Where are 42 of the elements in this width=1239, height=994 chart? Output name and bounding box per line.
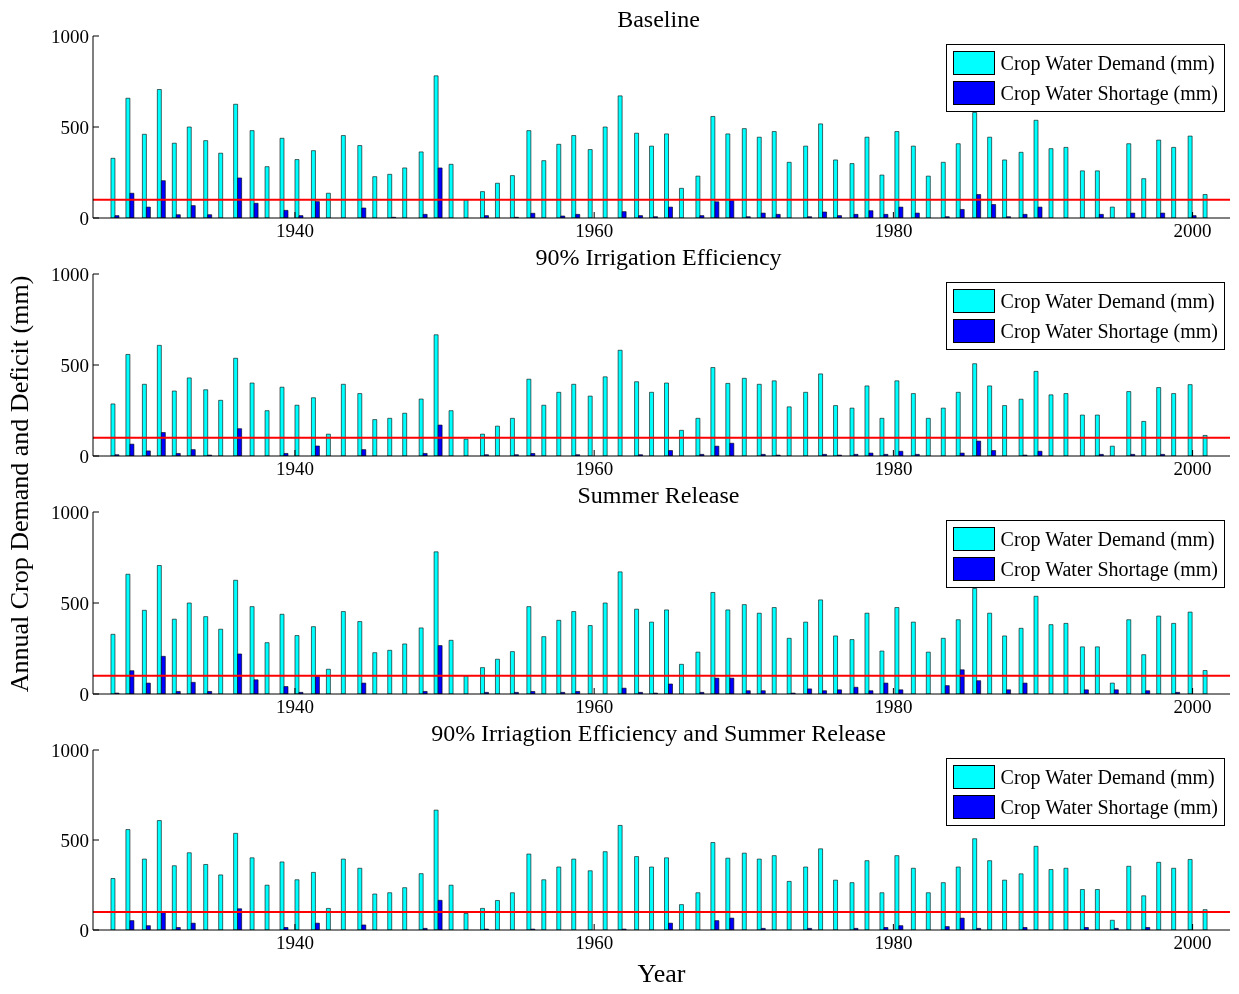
x-tick-label: 1940 <box>275 932 314 954</box>
legend-label: Crop Water Demand (mm) <box>1000 765 1215 791</box>
y-tick-label: 500 <box>60 829 89 851</box>
y-tick-label: 1000 <box>51 739 89 761</box>
x-tick-label: 1960 <box>575 696 614 718</box>
y-tick-label: 0 <box>79 683 89 705</box>
legend-label: Crop Water Demand (mm) <box>1000 51 1215 77</box>
chart-title: Baseline <box>617 6 700 32</box>
x-tick-label: 2000 <box>1173 932 1212 954</box>
x-tick-label: 2000 <box>1173 458 1212 480</box>
x-axis-title: Year <box>637 959 686 988</box>
x-tick-label: 1960 <box>575 932 614 954</box>
x-tick-label: 1960 <box>575 458 614 480</box>
chart-title: 90% Irrigation Efficiency <box>535 244 782 270</box>
x-tick-label: 1980 <box>874 696 913 718</box>
x-tick-label: 1980 <box>874 220 913 242</box>
legend-label: Crop Water Shortage (mm) <box>1000 557 1218 583</box>
y-tick-label: 500 <box>60 116 89 138</box>
legend-label: Crop Water Shortage (mm) <box>1000 81 1218 107</box>
y-tick-label: 500 <box>60 354 89 376</box>
y-tick-label: 1000 <box>51 501 89 523</box>
y-tick-label: 0 <box>79 207 89 229</box>
x-tick-label: 1960 <box>575 220 614 242</box>
x-tick-label: 1940 <box>275 458 314 480</box>
chart-title: 90% Irriagtion Efficiency and Summer Release <box>431 720 886 746</box>
y-tick-label: 500 <box>60 592 89 614</box>
x-tick-label: 1940 <box>275 696 314 718</box>
legend-label: Crop Water Shortage (mm) <box>1000 319 1218 345</box>
x-tick-label: 1980 <box>874 458 913 480</box>
x-tick-label: 1940 <box>275 220 314 242</box>
chart-title: Summer Release <box>577 482 740 508</box>
x-tick-label: 2000 <box>1173 220 1212 242</box>
legend-label: Crop Water Demand (mm) <box>1000 289 1215 315</box>
legend-label: Crop Water Demand (mm) <box>1000 527 1215 553</box>
x-tick-label: 1980 <box>874 932 913 954</box>
y-tick-label: 0 <box>79 919 89 941</box>
legend-label: Crop Water Shortage (mm) <box>1000 795 1218 821</box>
x-tick-label: 2000 <box>1173 696 1212 718</box>
y-axis-title: Annual Crop Demand and Deficit (mm) <box>5 275 35 693</box>
y-tick-label: 1000 <box>51 263 89 285</box>
y-tick-label: 0 <box>79 445 89 467</box>
y-tick-label: 1000 <box>51 25 89 47</box>
